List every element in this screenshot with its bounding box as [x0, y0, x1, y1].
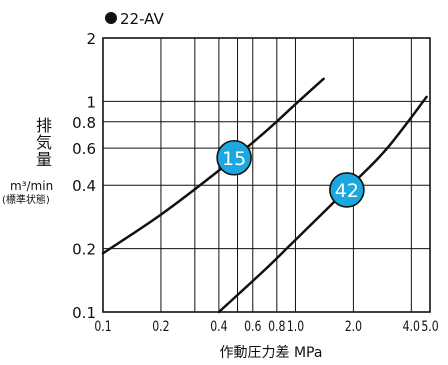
x-tick-label: 1.0	[287, 318, 304, 335]
x-tick-group: 2.0	[345, 318, 362, 335]
x-tick-group: 5.0	[421, 318, 438, 335]
x-tick-group: 0.2	[152, 318, 169, 335]
chart-title: 22-AV	[120, 10, 164, 28]
y-tick-label: 0.1	[72, 304, 96, 322]
y-tick-label: 2	[86, 30, 96, 48]
title-bullet-icon	[105, 12, 117, 24]
grid	[102, 37, 431, 313]
y-axis-label-3: 量	[36, 150, 53, 169]
x-tick-label: 0.1	[94, 318, 111, 335]
y-tick-label: 0.4	[72, 177, 96, 195]
plot-frame	[102, 37, 431, 313]
y-axis-note: (標準状態)	[2, 195, 50, 206]
y-tick-label: 0.6	[72, 140, 96, 158]
x-tick-label: 0.8	[268, 318, 285, 335]
x-tick-label: 0.2	[152, 318, 169, 335]
x-tick-label: 4.0	[403, 318, 420, 335]
tick-labels: 0.1 0.2 0.4 0.6 0.8 1.0 2.0 4.0 5.00.10.20.40.60…	[72, 30, 439, 334]
x-tick-group: 1.0	[287, 318, 304, 335]
x-tick-label: 0.4	[210, 318, 227, 335]
x-tick-group: 4.0	[403, 318, 420, 335]
x-tick-group: 0.4	[210, 318, 227, 335]
y-tick-label: 1	[86, 93, 96, 111]
series-badge-42	[329, 172, 365, 208]
x-axis-label: 作動圧力差 MPa	[220, 345, 323, 361]
x-tick-group: 0.6	[244, 318, 261, 335]
x-tick-group: 0.8	[268, 318, 285, 335]
x-tick-group: 0.1	[94, 318, 111, 335]
y-axis-label-1: 排	[36, 116, 53, 135]
series-badge-15	[216, 139, 252, 176]
series-badge-label-15: 15	[222, 148, 246, 170]
series-lines	[101, 77, 428, 314]
x-tick-label: 2.0	[345, 318, 362, 335]
y-axis-unit: m³/min	[10, 179, 54, 193]
series-badge-label-42: 42	[335, 180, 359, 202]
x-tick-label: 5.0	[421, 318, 438, 335]
y-tick-label: 0.8	[72, 114, 96, 132]
series-line-15	[101, 77, 325, 255]
x-tick-label: 0.6	[244, 318, 261, 335]
y-tick-label: 0.2	[72, 241, 96, 259]
series-line-42	[217, 95, 428, 314]
y-axis-label-2: 気	[36, 133, 53, 152]
